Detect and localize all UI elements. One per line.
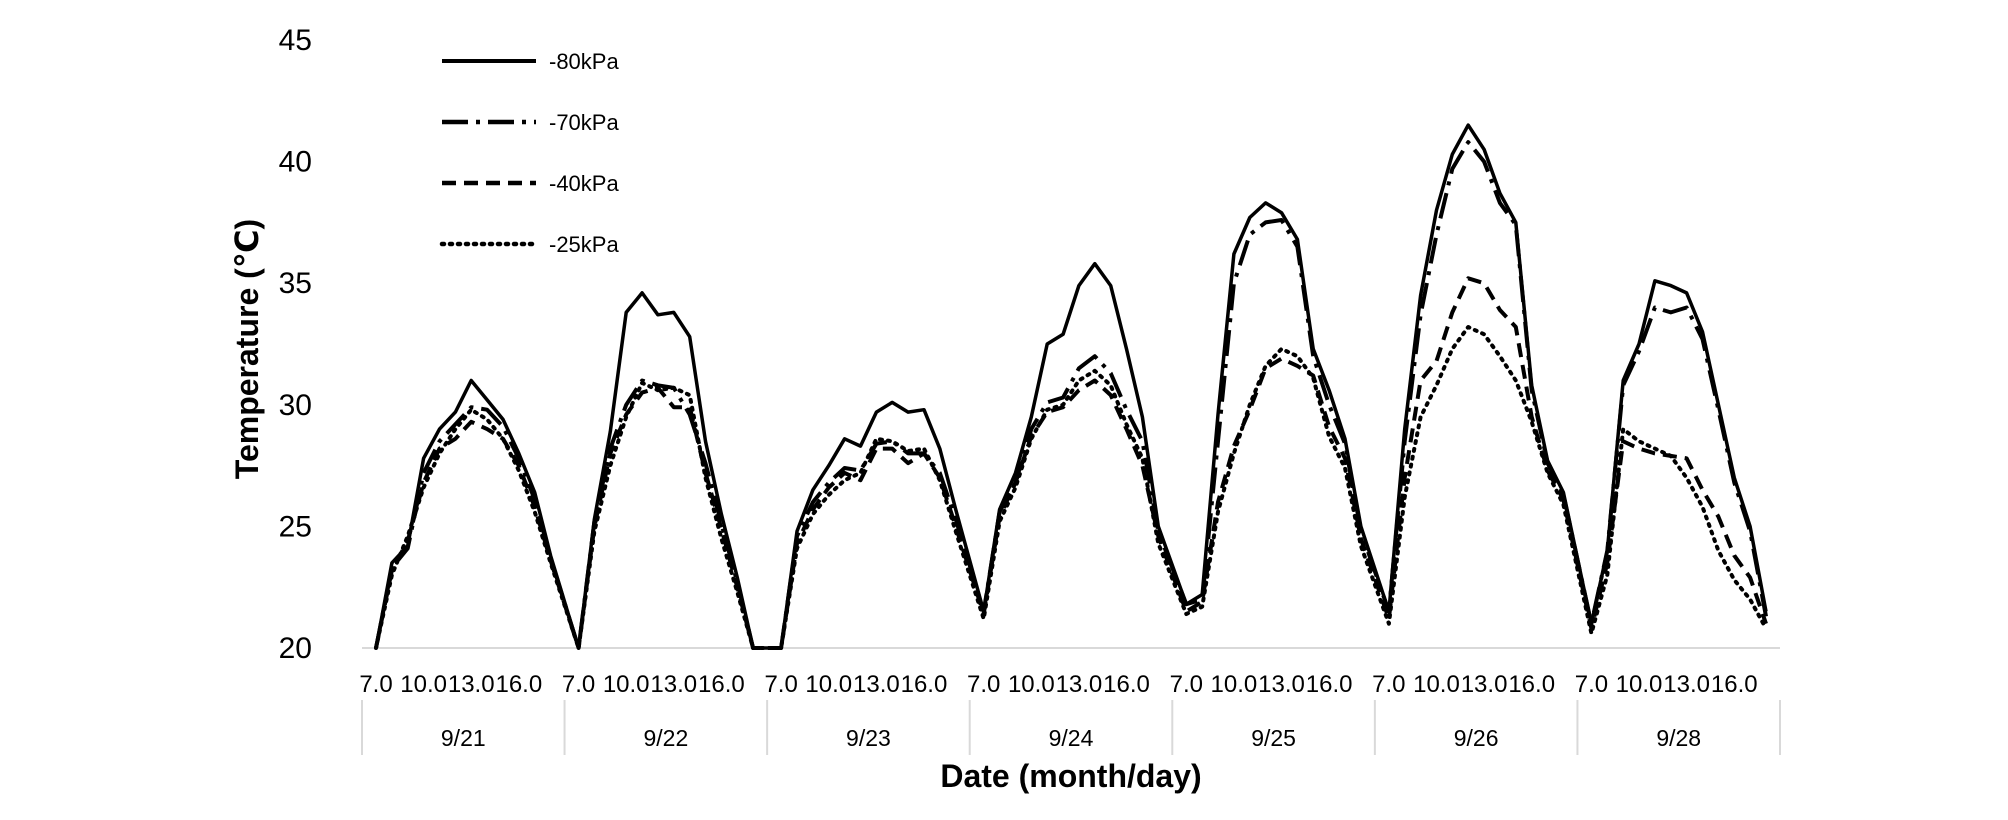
x-tick-label: 10.0	[400, 671, 447, 698]
x-tick-label: 7.0	[1372, 671, 1405, 698]
x-tick-label: 16.0	[1103, 671, 1150, 698]
day-label: 9/25	[1251, 725, 1296, 751]
day-label: 9/21	[441, 725, 486, 751]
x-tick-label: 13.0	[1663, 671, 1710, 698]
y-tick-label: 40	[279, 146, 312, 179]
x-tick-label: 7.0	[359, 671, 392, 698]
x-tick-label: 16.0	[1306, 671, 1353, 698]
x-tick-label: 16.0	[698, 671, 745, 698]
x-tick-label: 7.0	[562, 671, 595, 698]
y-tick-label: 20	[279, 632, 312, 665]
x-axis-title: Date (month/day)	[940, 758, 1201, 794]
day-label: 9/26	[1454, 725, 1499, 751]
x-tick-label: 13.0	[448, 671, 495, 698]
x-tick-label: 10.0	[1211, 671, 1258, 698]
x-tick-label: 16.0	[1508, 671, 1555, 698]
series-line-25kpa	[374, 325, 1768, 650]
x-tick-label: 10.0	[1413, 671, 1460, 698]
x-tick-label: 7.0	[1575, 671, 1608, 698]
legend-label: -80kPa	[549, 49, 619, 74]
x-tick-label: 7.0	[1170, 671, 1203, 698]
series-lines	[374, 123, 1768, 650]
x-tick-label: 7.0	[764, 671, 797, 698]
x-tick-label: 13.0	[1056, 671, 1103, 698]
x-tick-label: 13.0	[853, 671, 900, 698]
legend-label: -70kPa	[549, 110, 619, 135]
series-line-70kpa	[374, 140, 1768, 650]
day-label: 9/22	[643, 725, 688, 751]
x-tick-label: 16.0	[1711, 671, 1758, 698]
x-tick-label: 13.0	[1461, 671, 1508, 698]
y-tick-label: 45	[279, 24, 312, 57]
day-label: 9/28	[1656, 725, 1701, 751]
x-tick-label: 7.0	[967, 671, 1000, 698]
day-label: 9/23	[846, 725, 891, 751]
y-axis-title: Temperature (℃)	[229, 219, 265, 479]
x-tick-label: 10.0	[805, 671, 852, 698]
legend-label: -40kPa	[549, 171, 619, 196]
x-tick-label: 16.0	[495, 671, 542, 698]
x-tick-label: 16.0	[901, 671, 948, 698]
x-tick-label: 10.0	[1616, 671, 1663, 698]
y-tick-label: 35	[279, 267, 312, 300]
x-tick-label: 10.0	[603, 671, 650, 698]
y-tick-label: 25	[279, 510, 312, 543]
x-tick-label: 13.0	[650, 671, 697, 698]
x-tick-label: 10.0	[1008, 671, 1055, 698]
x-tick-label: 13.0	[1258, 671, 1305, 698]
series-line-40kpa	[374, 276, 1768, 650]
x-axis: 7.0 10.0 13.0 16.09/217.0 10.0 13.0 16.09/227.…	[359, 647, 1781, 755]
series-line-80kpa	[374, 123, 1768, 650]
y-axis-ticks: 20 25 30 35 40 45	[279, 24, 312, 665]
day-label: 9/24	[1049, 725, 1094, 751]
y-tick-label: 30	[279, 389, 312, 422]
legend: -80kPa -70kPa -40kPa -25kPa	[439, 49, 619, 257]
legend-label: -25kPa	[549, 232, 619, 257]
